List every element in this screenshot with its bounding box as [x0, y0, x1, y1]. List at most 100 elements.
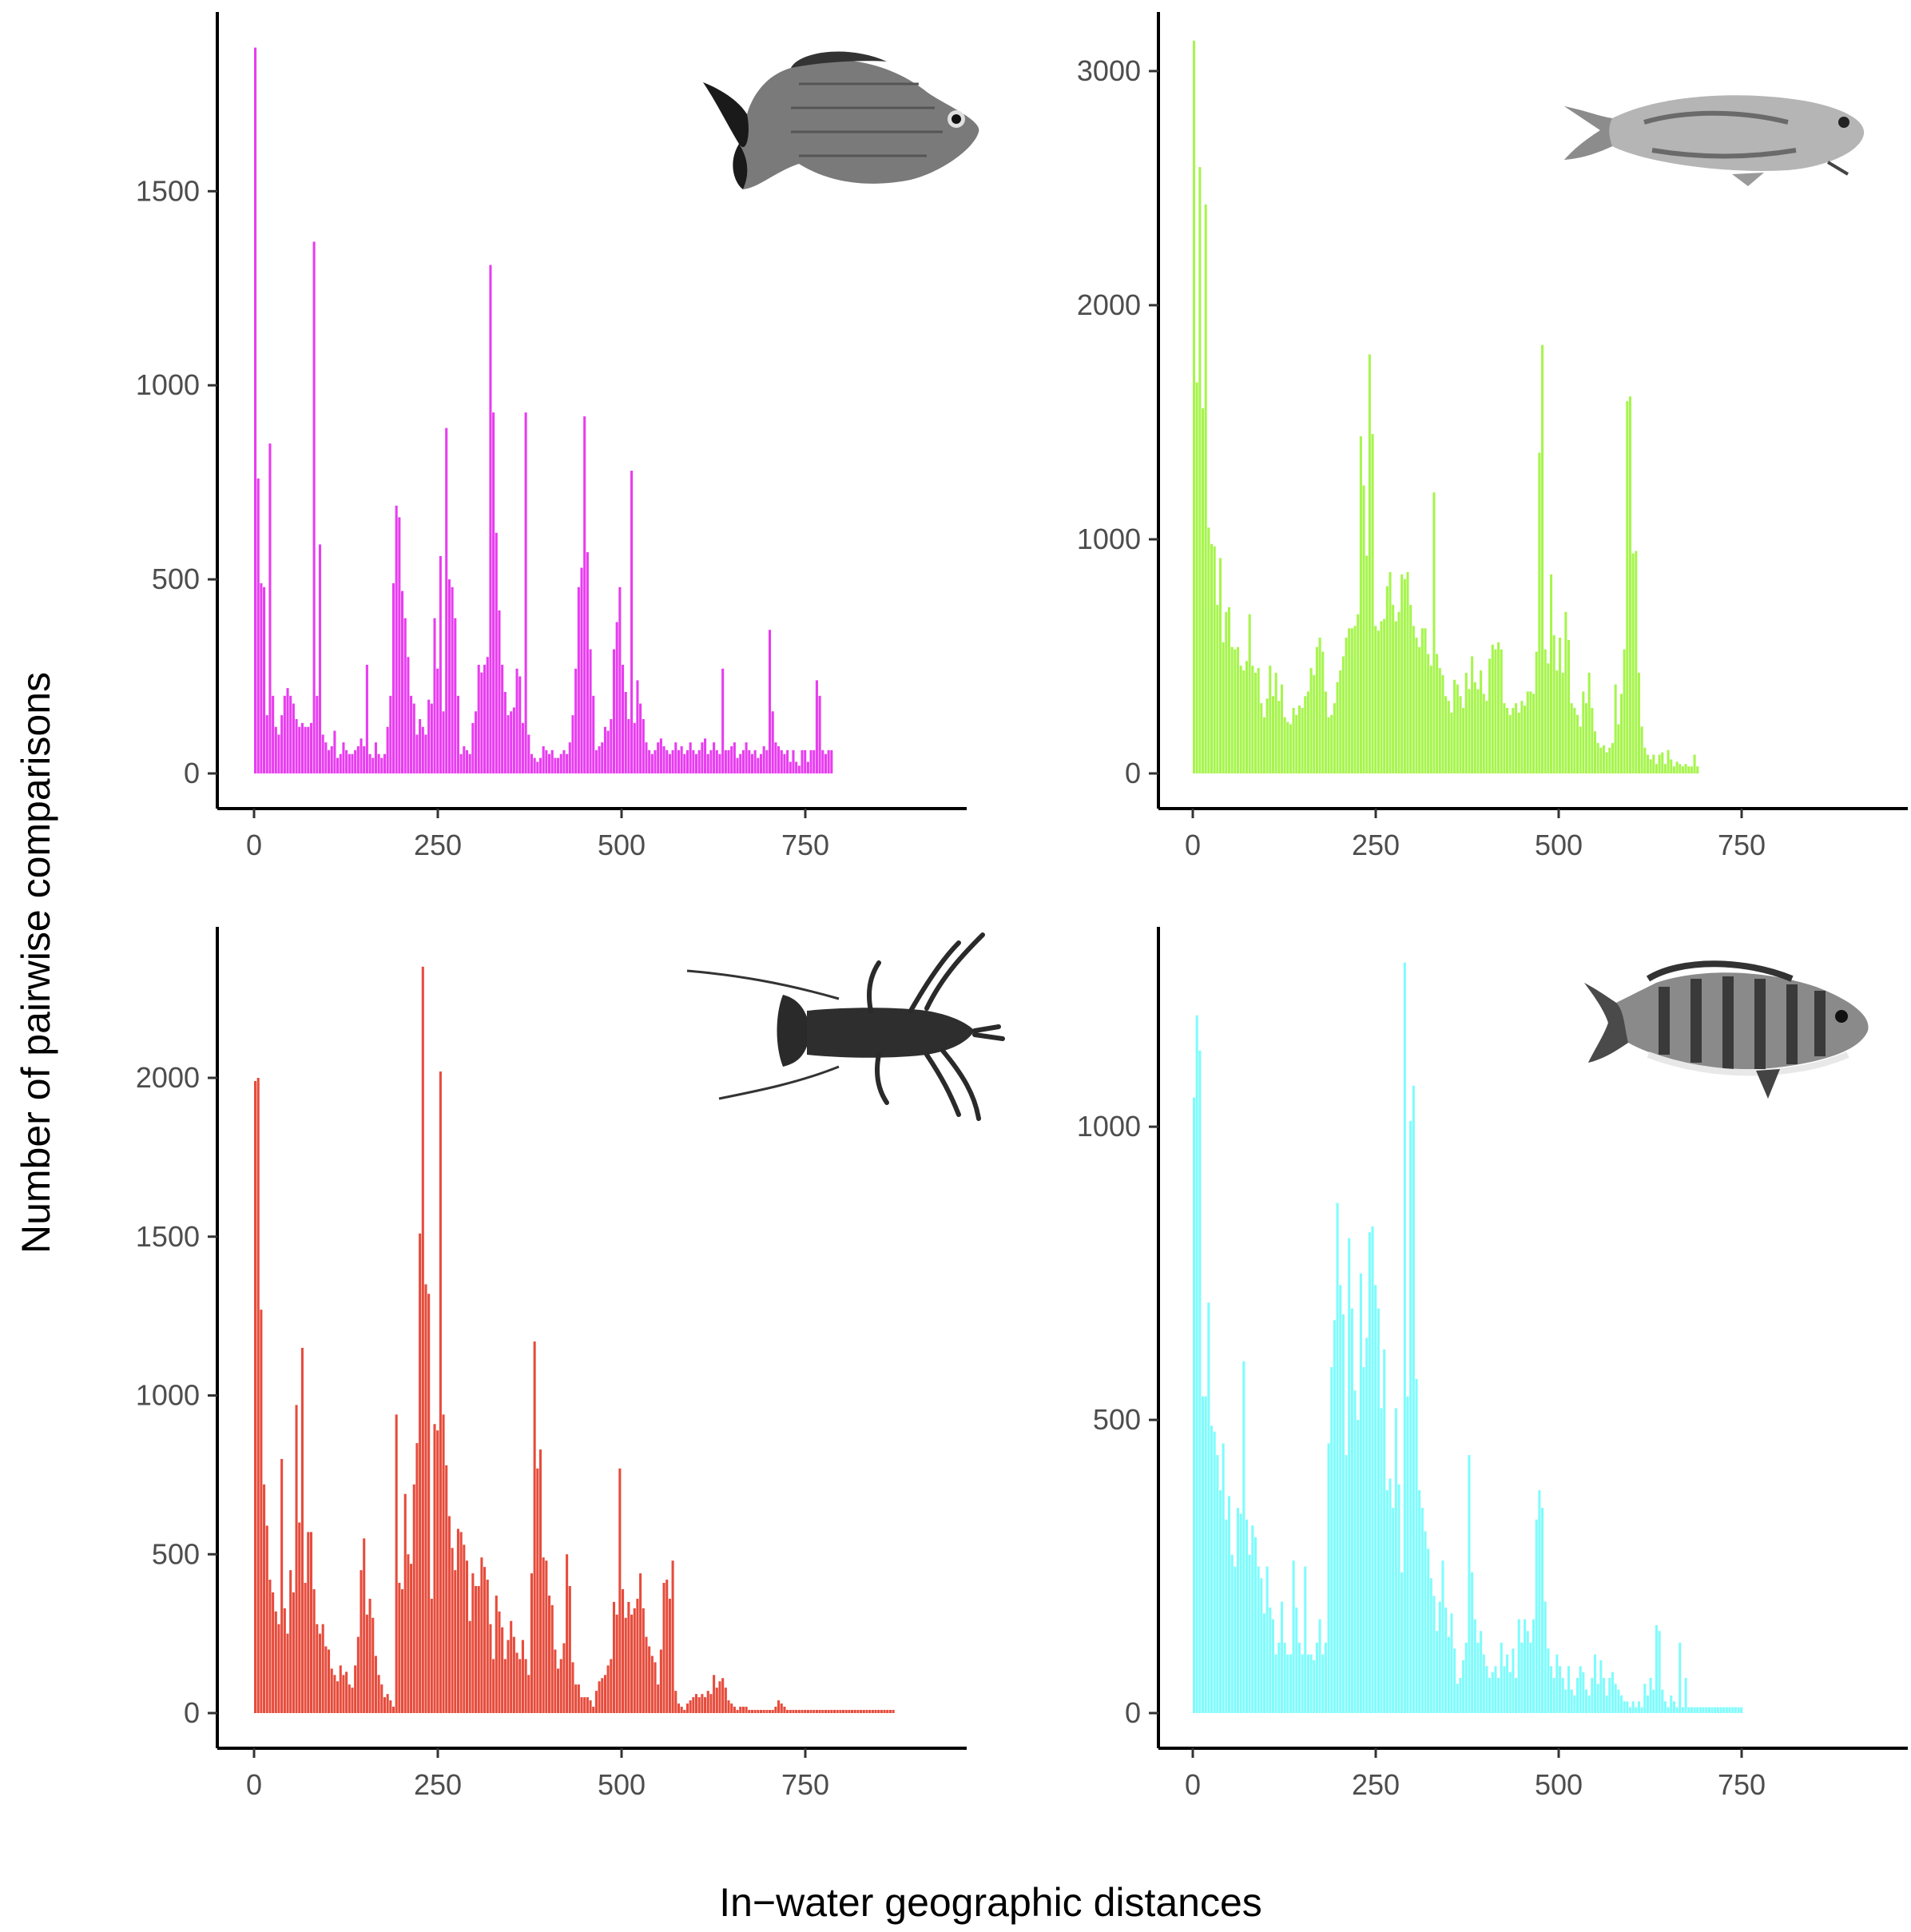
bar — [501, 664, 504, 773]
bar — [356, 745, 360, 773]
bar — [548, 1595, 551, 1713]
bar — [345, 1672, 348, 1713]
bar — [1345, 1455, 1348, 1713]
bar — [844, 1710, 848, 1714]
bar — [589, 1700, 592, 1713]
y-tick-label: 500 — [152, 1537, 200, 1570]
y-tick-label: 0 — [1125, 1696, 1141, 1729]
bar — [272, 695, 275, 773]
bar — [336, 1681, 340, 1713]
bar — [683, 753, 686, 773]
bar — [421, 726, 424, 773]
bar — [1353, 1390, 1357, 1713]
bar — [739, 1707, 742, 1713]
bar — [360, 1570, 363, 1714]
bar — [1552, 1677, 1555, 1713]
bar — [1614, 1684, 1617, 1713]
bar — [298, 1522, 301, 1713]
bar — [836, 1710, 839, 1714]
bar — [1471, 656, 1474, 773]
bar — [562, 1643, 566, 1713]
bar — [557, 1668, 560, 1713]
bar — [622, 664, 625, 773]
bar — [1529, 691, 1532, 773]
bar — [1195, 1015, 1198, 1713]
bar — [1397, 1484, 1400, 1713]
bar — [1348, 1238, 1351, 1713]
bar — [383, 1697, 386, 1714]
bar — [1637, 673, 1640, 773]
bar — [610, 1659, 613, 1714]
bar — [1198, 1050, 1202, 1713]
bar — [518, 1659, 522, 1714]
bar — [445, 1465, 448, 1713]
bar — [668, 753, 671, 773]
bar — [750, 753, 753, 773]
bar — [1309, 1654, 1313, 1713]
y-tick-label: 3000 — [1077, 54, 1141, 87]
bar — [627, 718, 630, 773]
bar — [1619, 694, 1623, 773]
bar — [480, 1557, 483, 1713]
bar — [1424, 628, 1427, 773]
bar — [433, 1424, 436, 1714]
bar — [389, 1700, 392, 1713]
bar — [386, 726, 389, 773]
bar — [580, 1697, 583, 1714]
x-tick-label: 250 — [414, 829, 462, 861]
bar — [777, 1700, 781, 1713]
bar — [797, 1710, 801, 1714]
bar — [657, 1684, 660, 1713]
bar — [771, 711, 774, 773]
bar — [1640, 726, 1643, 773]
bar — [309, 722, 312, 773]
bar — [662, 745, 665, 773]
bar — [1482, 694, 1485, 773]
bar — [477, 1586, 480, 1713]
bar — [695, 1694, 698, 1713]
bar — [1494, 1666, 1497, 1713]
bar — [633, 1608, 636, 1714]
bar — [1512, 1648, 1515, 1713]
bar — [753, 749, 757, 773]
bar — [530, 1573, 533, 1713]
bar — [1193, 40, 1196, 774]
bar — [1605, 752, 1608, 773]
y-tick-label: 500 — [152, 563, 200, 595]
bar — [351, 1688, 354, 1713]
bar — [1464, 673, 1468, 773]
bar — [1438, 1601, 1441, 1713]
bar — [586, 552, 589, 773]
bar — [548, 753, 551, 773]
bar — [1698, 1707, 1702, 1713]
bar — [1497, 1677, 1500, 1713]
bar — [557, 757, 560, 773]
bar — [1631, 553, 1635, 773]
bar — [706, 753, 709, 773]
bar — [501, 1627, 504, 1713]
bar — [542, 745, 545, 773]
bar — [289, 1570, 292, 1714]
bar — [1579, 1666, 1582, 1713]
bar — [268, 443, 272, 773]
bar — [636, 680, 639, 773]
bar — [724, 1688, 727, 1713]
bar — [292, 1592, 295, 1713]
bar — [559, 1659, 562, 1714]
bar — [1222, 1443, 1225, 1713]
bar — [1339, 1285, 1342, 1713]
bar — [289, 695, 292, 773]
bars — [1193, 962, 1743, 1713]
bar — [1389, 572, 1392, 773]
bar — [1227, 1496, 1231, 1713]
bar — [795, 1710, 798, 1714]
bar — [671, 749, 674, 773]
bar — [571, 715, 574, 773]
bar — [1309, 668, 1313, 773]
bar — [1353, 626, 1357, 773]
bar — [1602, 1677, 1606, 1713]
bar — [1371, 434, 1374, 773]
bar — [316, 695, 319, 773]
y-tick-label: 1500 — [136, 174, 200, 207]
bar — [1582, 691, 1585, 773]
